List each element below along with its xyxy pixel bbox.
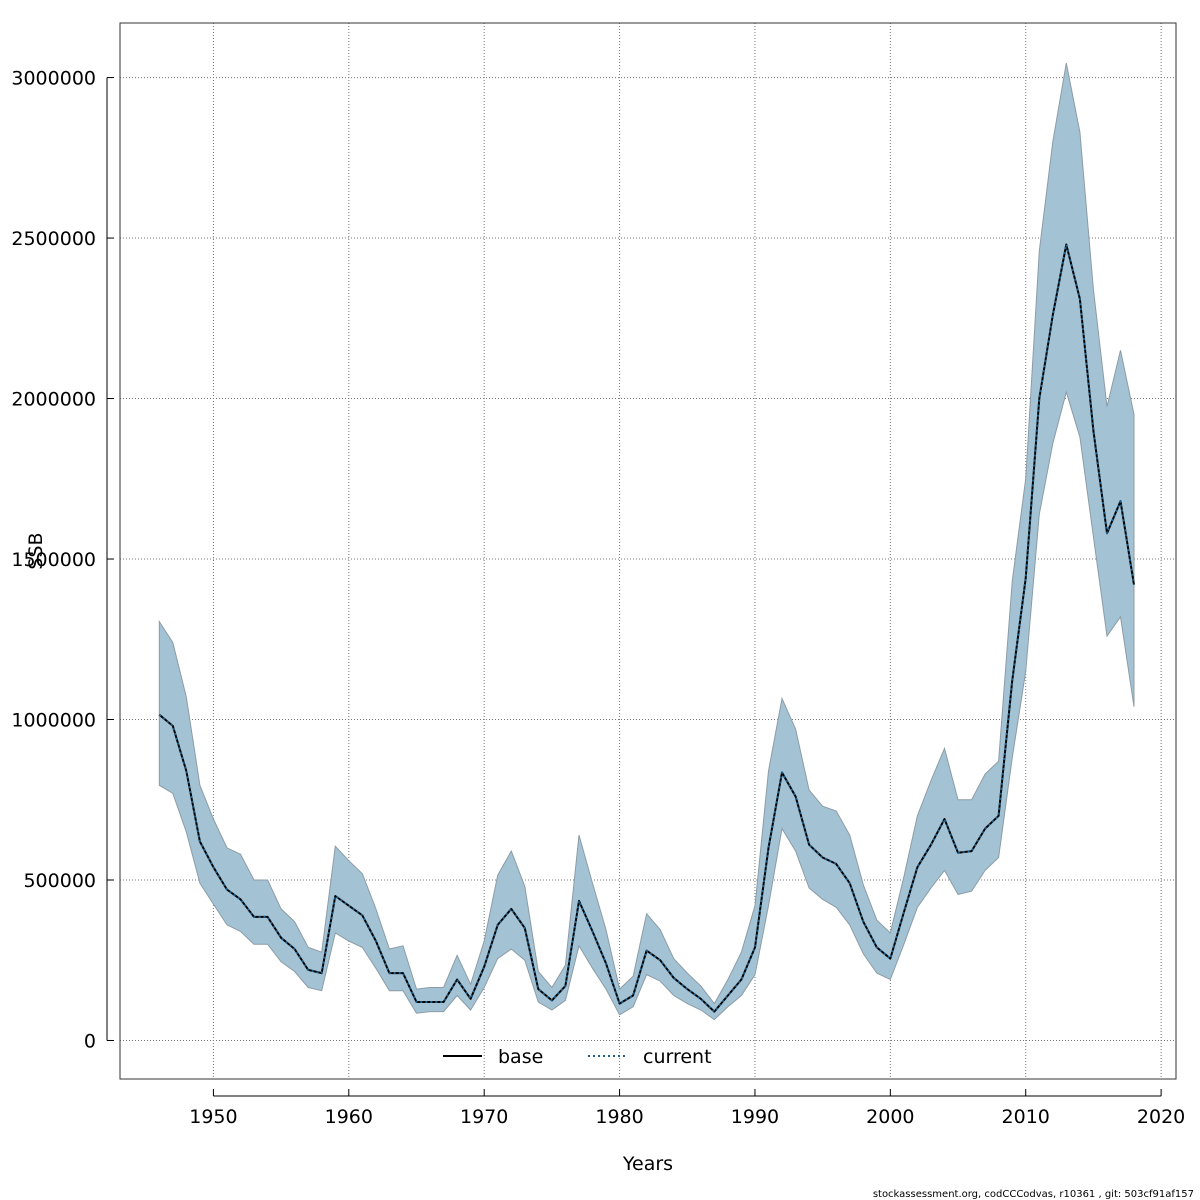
y-tick-label: 2000000 (11, 389, 96, 411)
x-axis-title: Years (622, 1153, 673, 1175)
x-tick-label: 1950 (189, 1106, 237, 1128)
ssb-confidence-band (158, 63, 1135, 1021)
y-tick-label: 0 (84, 1030, 96, 1052)
series-lines (158, 243, 1135, 1013)
y-axis-title: SSB (25, 532, 47, 569)
legend-current-label: current (643, 1046, 712, 1068)
series-line-current (158, 243, 1135, 1013)
confidence-band (158, 63, 1135, 1021)
footer-credit: stockassessment.org, codCCCodvas, r10361… (873, 1189, 1194, 1200)
y-tick-label: 3000000 (11, 68, 96, 90)
x-tick-label: 2020 (1137, 1106, 1185, 1128)
x-axis: 1950 1960 1970 1980 1990 2000 2010 2020 (189, 1089, 1185, 1128)
x-tick-label: 1960 (325, 1106, 373, 1128)
legend: base current (443, 1046, 712, 1068)
x-tick-label: 1980 (595, 1106, 643, 1128)
x-tick-label: 2000 (866, 1106, 914, 1128)
y-tick-label: 500000 (23, 870, 96, 892)
series-line-base (158, 243, 1135, 1013)
legend-base-label: base (498, 1046, 543, 1068)
plot-frame (119, 22, 1177, 1080)
x-tick-label: 1970 (460, 1106, 508, 1128)
x-tick-label: 2010 (1002, 1106, 1050, 1128)
y-tick-label: 2500000 (11, 228, 96, 250)
x-tick-label: 1990 (731, 1106, 779, 1128)
y-tick-label: 1500000 (11, 549, 96, 571)
y-axis: 0 500000 1000000 1500000 2000000 2500000 30000… (11, 68, 114, 1052)
y-tick-label: 1000000 (11, 710, 96, 732)
